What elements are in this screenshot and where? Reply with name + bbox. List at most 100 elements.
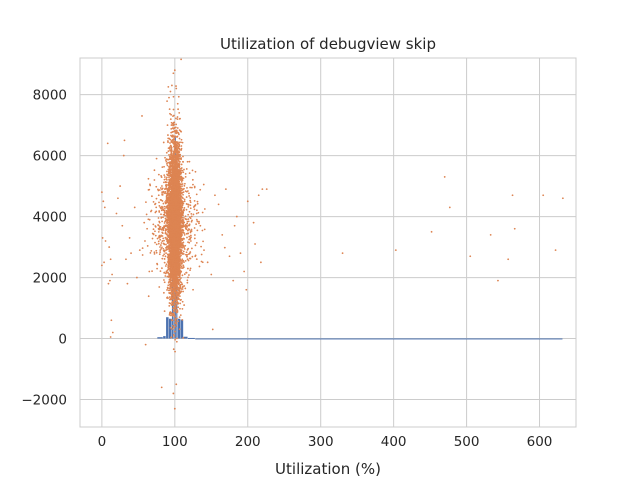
scatter-point [176,277,179,280]
scatter-point [182,155,184,158]
scatter-point [179,292,181,294]
histogram-bar [166,317,169,339]
scatter-point [172,166,174,169]
scatter-point [180,189,183,192]
scatter-point [172,193,175,196]
scatter-point [174,288,177,291]
scatter-point [172,108,175,111]
scatter-point [179,302,182,305]
scatter-point [177,142,180,145]
scatter-point [169,251,172,254]
scatter-point [177,293,180,296]
scatter-point [173,183,176,186]
scatter-point [182,250,185,253]
scatter-point [169,138,172,141]
scatter-point [170,140,173,142]
scatter-point [179,307,181,310]
scatter-point [171,277,174,280]
scatter-point [175,165,178,168]
scatter-series [100,58,564,410]
scatter-point [177,223,180,226]
scatter-point [176,127,179,129]
scatter-point [162,141,165,144]
scatter-point [169,157,171,159]
scatter-point [181,183,184,185]
scatter-point [170,336,173,339]
scatter-point [178,276,181,279]
scatter-point [168,289,171,292]
scatter-point [168,108,171,110]
scatter-point [170,113,173,116]
scatter-point [178,137,181,140]
scatter-point [176,187,179,190]
scatter-point [175,117,177,120]
scatter-point [168,275,170,278]
scatter-point [181,267,184,270]
scatter-point [177,150,179,152]
scatter-point [172,161,174,164]
scatter-point [174,350,176,353]
scatter-point [177,200,180,203]
scatter-point [165,160,168,163]
scatter-point [173,274,175,277]
scatter-point [175,306,177,309]
scatter-point [177,155,179,158]
scatter-point [167,284,170,287]
scatter-point [174,158,177,161]
scatter-point [167,150,170,153]
scatter-point [179,177,182,180]
scatter-point [177,151,180,154]
scatter-point [171,328,174,330]
scatter-point [184,175,187,178]
scatter-point [170,154,173,157]
scatter-point [180,149,183,151]
scatter-point [176,309,179,311]
scatter-point [179,280,182,283]
scatter-point [171,324,174,327]
scatter-point [173,335,176,337]
scatter-point [177,266,180,268]
scatter-point [174,318,177,320]
scatter-point [178,162,180,165]
scatter-point [175,143,178,146]
scatter-point [170,296,173,299]
scatter-point [171,283,174,286]
scatter-point [176,116,179,118]
scatter-point [180,187,183,190]
scatter-point [179,190,182,193]
scatter-point [171,134,174,137]
scatter-point [177,165,180,168]
scatter-point [163,279,165,281]
scatter-point [181,141,184,144]
scatter-point [170,286,173,289]
scatter-point [169,259,172,262]
scatter-point [177,108,179,111]
scatter-point [173,293,176,296]
scatter-point [164,255,167,258]
scatter-point [172,199,174,202]
scatter-point [171,300,174,303]
scatter-point [171,319,174,322]
scatter-point [175,85,177,87]
scatter-point [181,258,184,261]
scatter-point [170,124,173,126]
scatter-point [165,209,168,212]
scatter-point [173,145,175,148]
scatter-point [166,100,168,102]
scatter-point [178,316,181,319]
scatter-point [169,221,172,224]
scatter-point [171,241,174,243]
scatter-point [169,292,171,295]
scatter-point [173,313,175,316]
scatter-point [169,283,172,286]
scatter-point [176,136,178,138]
scatter-point [181,169,184,172]
scatter-point [169,254,172,257]
scatter-point [165,162,168,165]
scatter-point [175,161,178,164]
scatter-point [167,272,170,274]
scatter-point [171,127,174,129]
scatter-point [175,155,178,158]
scatter-point [175,148,178,151]
